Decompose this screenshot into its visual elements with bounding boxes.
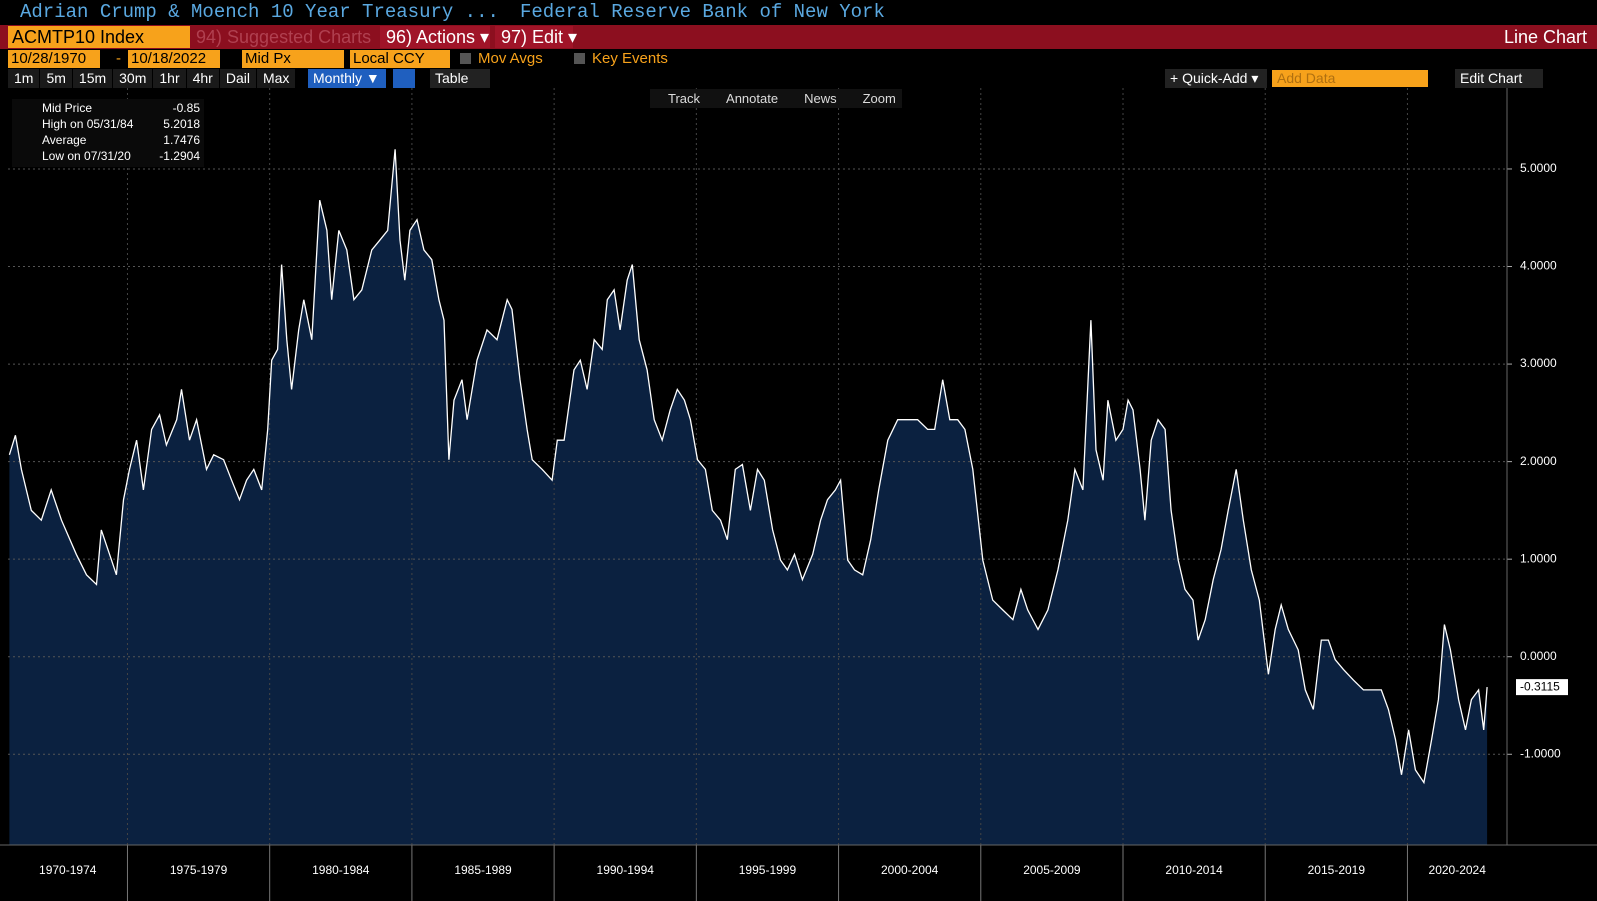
checkbox[interactable]	[574, 53, 585, 64]
legend-row: Average 1.7476	[42, 132, 200, 148]
table-button[interactable]: Table	[430, 69, 490, 88]
tool-button[interactable]: Annotate	[726, 91, 779, 106]
x-tick-label: 1995-1999	[739, 863, 797, 877]
currency-select[interactable]: Local CCY	[350, 50, 450, 68]
last-value-box	[1516, 679, 1568, 696]
stat-label: High on 05/31/84	[42, 117, 134, 131]
period-bar: 1m 5m 15m 30m 1hr 4hr Dail Max	[8, 69, 296, 88]
legend-row: High on 05/31/84 5.2018	[42, 116, 200, 132]
x-tick-label: 1985-1989	[454, 863, 512, 877]
actions-menu[interactable]: 96) Actions ▾	[380, 26, 490, 48]
edit-chart[interactable]: Edit Chart	[1455, 69, 1543, 88]
y-tick-label: 5.0000	[1520, 161, 1557, 175]
x-tick-label: 2020-2024	[1429, 863, 1487, 877]
x-tick-label: 1975-1979	[170, 863, 228, 877]
stat-value: 5.2018	[163, 117, 200, 131]
period-button[interactable]: Max	[256, 69, 296, 88]
x-tick-label: 2000-2004	[881, 863, 939, 877]
legend-row: Low on 07/31/20 -1.2904	[42, 148, 200, 164]
y-tick-label: 0.0000	[1520, 649, 1557, 663]
quick-add[interactable]: + Quick-Add ▾	[1165, 69, 1267, 88]
tool-button[interactable]: Track	[668, 91, 701, 106]
legend-value: -0.85	[172, 101, 200, 115]
y-tick-label: 3.0000	[1520, 356, 1557, 370]
tool-button[interactable]: News	[804, 91, 837, 106]
legend: Mid Price -0.85 High on 05/31/84 5.2018 Ave…	[12, 99, 204, 167]
chart-toolbar: Track Annotate News Zoom	[650, 89, 902, 108]
y-tick-label: 2.0000	[1520, 454, 1557, 468]
x-tick-label: 1990-1994	[597, 863, 655, 877]
period-button[interactable]: 1hr	[153, 69, 186, 88]
add-data-input[interactable]: Add Data	[1272, 70, 1428, 87]
y-tick-label: -1.0000	[1520, 746, 1561, 760]
field-select[interactable]: Mid Px	[242, 50, 344, 68]
date-separator: -	[116, 50, 121, 67]
stat-label: Average	[42, 133, 87, 147]
chart-icon[interactable]	[393, 69, 415, 88]
security-title: Adrian Crump & Moench 10 Year Treasury .…	[20, 1, 499, 23]
chart-kind: Line Chart	[1503, 27, 1587, 47]
y-tick-label: 4.0000	[1520, 259, 1557, 273]
period-button[interactable]: 30m	[113, 69, 153, 88]
mov-avgs[interactable]: Mov Avgs	[478, 50, 543, 67]
x-tick-label: 2005-2009	[1023, 863, 1081, 877]
frequency-select[interactable]: Monthly ▼	[308, 69, 386, 88]
end-date[interactable]: 10/18/2022	[128, 50, 220, 68]
period-button[interactable]: Dail	[219, 69, 256, 88]
period-button[interactable]: 15m	[72, 69, 113, 88]
suggested-charts[interactable]: 94) Suggested Charts	[196, 27, 372, 47]
x-tick-label: 2010-2014	[1165, 863, 1223, 877]
x-tick-label: 1980-1984	[312, 863, 370, 877]
tool-button[interactable]: Zoom	[862, 91, 896, 106]
command-bar	[0, 25, 1597, 49]
period-button[interactable]: 1m	[8, 69, 40, 88]
key-events[interactable]: Key Events	[592, 50, 668, 67]
x-tick-label: 2015-2019	[1308, 863, 1366, 877]
checkbox[interactable]	[460, 53, 471, 64]
legend-label: Mid Price	[42, 101, 93, 115]
line	[8, 149, 1488, 785]
stat-value: -1.2904	[159, 149, 200, 163]
source: Federal Reserve Bank of New York	[520, 1, 885, 23]
x-tick-label: 1970-1974	[39, 863, 97, 877]
last-value-label: -0.3115	[1520, 679, 1560, 693]
period-button[interactable]: 5m	[40, 69, 72, 88]
stat-value: 1.7476	[163, 133, 200, 147]
y-tick-label: 1.0000	[1520, 551, 1557, 565]
start-date[interactable]: 10/28/1970	[8, 50, 100, 68]
stat-label: Low on 07/31/20	[42, 149, 131, 163]
edit-menu[interactable]: 97) Edit ▾	[495, 26, 577, 48]
ticker-input[interactable]: ACMTP10 Index	[8, 26, 190, 48]
area	[9, 149, 1488, 846]
period-button[interactable]: 4hr	[186, 69, 219, 88]
